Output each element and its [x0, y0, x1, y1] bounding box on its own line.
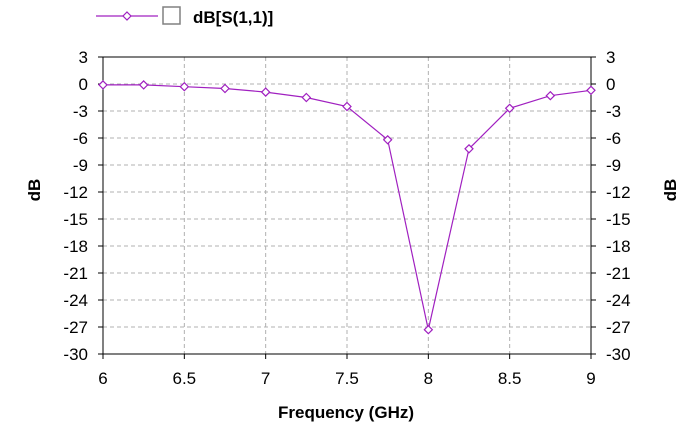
ticks: 6 6.5 7 7.5 8 8.5 9 3 3 0 0 -3 -3 -6 -6 -9 -9 -12 -12 -15 -1… [63, 48, 630, 388]
y-tick-label-right: 3 [606, 48, 615, 67]
x-tick-label: 6 [98, 369, 107, 388]
legend: dB[S(1,1)] [96, 6, 273, 27]
data-point [464, 143, 474, 154]
y-tick-label-left: 3 [79, 48, 88, 67]
y-tick-label-left: -27 [63, 318, 88, 337]
legend-marker [122, 11, 132, 21]
y-tick-label-left: 0 [79, 75, 88, 94]
y-axis-title-left: dB [25, 179, 44, 202]
data-point [342, 101, 352, 112]
y-tick-label-left: -9 [73, 156, 88, 175]
y-tick-label-right: -15 [606, 210, 631, 229]
data-point [98, 80, 108, 90]
data-point [586, 85, 596, 96]
y-tick-label-left: -30 [63, 345, 88, 364]
data-point [138, 80, 149, 90]
x-tick-label: 6.5 [173, 369, 197, 388]
data-point [260, 87, 271, 97]
y-tick-label-right: -6 [606, 129, 621, 148]
y-tick-label-right: -30 [606, 345, 631, 364]
y-tick-label-right: -9 [606, 156, 621, 175]
data-point [504, 103, 515, 114]
y-tick-label-left: -24 [63, 291, 88, 310]
legend-label: dB[S(1,1)] [193, 8, 273, 27]
data-point [179, 81, 190, 92]
x-axis-title: Frequency (GHz) [278, 403, 414, 422]
x-tick-label: 7 [261, 369, 270, 388]
y-tick-label-left: -18 [63, 237, 88, 256]
y-tick-label-right: -24 [606, 291, 631, 310]
data-point [545, 90, 556, 101]
data-point [423, 324, 434, 335]
data-point [220, 83, 230, 94]
y-tick-label-left: -6 [73, 129, 88, 148]
y-tick-label-right: -21 [606, 264, 631, 283]
y-tick-label-left: -3 [73, 102, 88, 121]
series-layer [98, 80, 596, 335]
y-tick-label-left: -15 [63, 210, 88, 229]
data-point [301, 92, 312, 103]
x-tick-label: 8 [424, 369, 433, 388]
y-tick-label-left: -12 [63, 183, 88, 202]
grid [103, 57, 591, 354]
data-point [382, 134, 393, 145]
y-tick-label-right: -27 [606, 318, 631, 337]
legend-checkbox[interactable] [162, 6, 181, 25]
y-axis-title-right: dB [661, 179, 680, 202]
x-tick-label: 9 [586, 369, 595, 388]
y-tick-label-right: 0 [606, 75, 615, 94]
y-tick-label-right: -12 [606, 183, 631, 202]
x-tick-label: 8.5 [498, 369, 522, 388]
y-tick-label-right: -3 [606, 102, 621, 121]
y-tick-label-left: -21 [63, 264, 88, 283]
y-tick-label-right: -18 [606, 237, 631, 256]
x-tick-label: 7.5 [335, 369, 359, 388]
